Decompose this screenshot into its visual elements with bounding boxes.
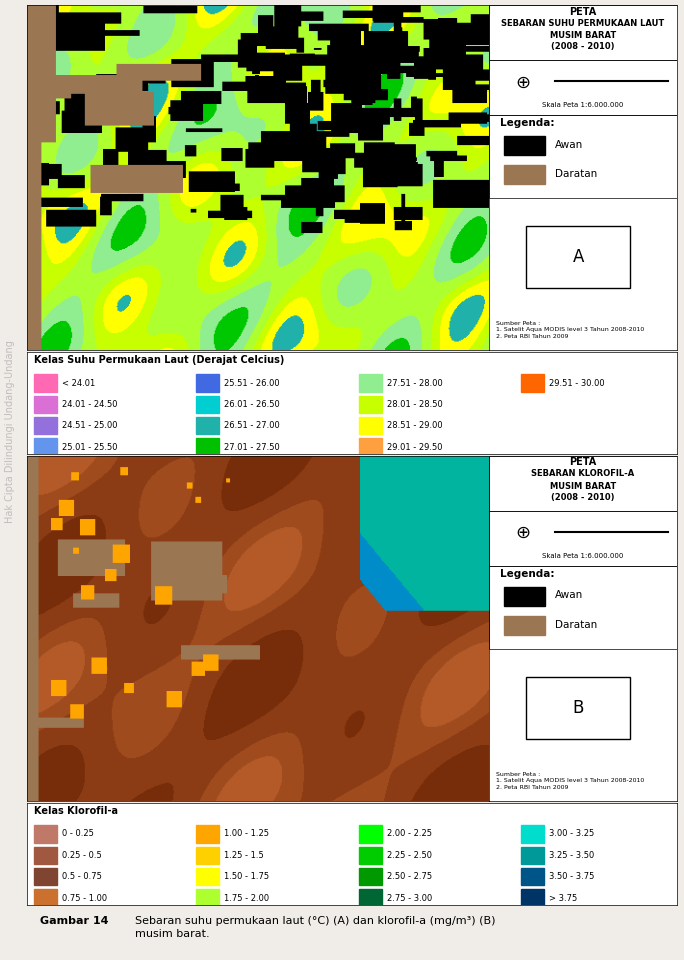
Text: Kelas Klorofil-a: Kelas Klorofil-a [34,805,118,816]
Bar [196,417,219,435]
Text: PETA: PETA [569,7,596,16]
Text: B: B [573,699,584,717]
Text: 24.51 - 25.00: 24.51 - 25.00 [62,421,117,430]
Text: 0.75 - 1.00: 0.75 - 1.00 [62,894,107,902]
Text: Awan: Awan [555,139,583,150]
Bar [358,374,382,392]
Bar [358,826,382,843]
Bar [34,396,57,413]
Text: ⊕: ⊕ [515,74,530,91]
Bar [521,847,544,864]
Text: PETA: PETA [569,457,596,468]
Text: 0.5 - 0.75: 0.5 - 0.75 [62,872,102,881]
Bar [504,616,545,636]
Bar [489,60,677,115]
Text: 29.51 - 30.00: 29.51 - 30.00 [549,378,605,388]
Text: Daratan: Daratan [555,620,597,630]
Text: 3.00 - 3.25: 3.00 - 3.25 [549,829,594,838]
Bar [34,868,57,885]
Text: SEBARAN SUHU PERMUKAAN LAUT: SEBARAN SUHU PERMUKAAN LAUT [501,18,665,28]
Text: Hak Cipta Dilindungi Undang-Undang: Hak Cipta Dilindungi Undang-Undang [5,341,15,523]
Text: MUSIM BARAT: MUSIM BARAT [550,482,616,491]
Text: Gambar 14: Gambar 14 [40,916,109,926]
Text: 1.75 - 2.00: 1.75 - 2.00 [224,894,269,902]
Bar [34,439,57,456]
Bar [196,889,219,906]
Bar [521,889,544,906]
Bar [358,396,382,413]
Text: 3.50 - 3.75: 3.50 - 3.75 [549,872,594,881]
Bar [521,826,544,843]
Bar [489,115,677,198]
Bar [527,226,630,288]
Text: 26.01 - 26.50: 26.01 - 26.50 [224,400,280,409]
Text: ⊕: ⊕ [515,524,530,542]
Text: Sumber Peta :
1. Satelit Aqua MODIS level 3 Tahun 2008-2010
2. Peta RBI Tahun 20: Sumber Peta : 1. Satelit Aqua MODIS leve… [497,321,644,339]
Text: 1.00 - 1.25: 1.00 - 1.25 [224,829,269,838]
Bar [34,847,57,864]
Bar [489,456,677,511]
Bar [34,826,57,843]
Bar [504,136,545,155]
Bar [489,511,677,566]
Bar [196,396,219,413]
Text: 26.51 - 27.00: 26.51 - 27.00 [224,421,280,430]
Bar [196,439,219,456]
Bar [34,374,57,392]
Text: 1.50 - 1.75: 1.50 - 1.75 [224,872,269,881]
Bar [504,587,545,606]
Text: 24.01 - 24.50: 24.01 - 24.50 [62,400,117,409]
Bar [358,889,382,906]
Bar [504,165,545,184]
Text: 3.25 - 3.50: 3.25 - 3.50 [549,851,594,860]
Bar [196,826,219,843]
Bar [196,374,219,392]
Bar [521,868,544,885]
Text: 28.01 - 28.50: 28.01 - 28.50 [386,400,443,409]
Text: > 3.75: > 3.75 [549,894,577,902]
Text: 25.01 - 25.50: 25.01 - 25.50 [62,443,117,451]
Bar [358,868,382,885]
Text: 28.51 - 29.00: 28.51 - 29.00 [386,421,443,430]
Text: 29.01 - 29.50: 29.01 - 29.50 [386,443,442,451]
Text: 0.25 - 0.5: 0.25 - 0.5 [62,851,101,860]
Text: 27.51 - 28.00: 27.51 - 28.00 [386,378,443,388]
Text: 2.50 - 2.75: 2.50 - 2.75 [386,872,432,881]
Text: MUSIM BARAT: MUSIM BARAT [550,31,616,39]
Text: A: A [573,248,584,266]
Bar [527,677,630,739]
Bar [34,417,57,435]
Bar [489,566,677,649]
Bar [358,439,382,456]
Text: 25.51 - 26.00: 25.51 - 26.00 [224,378,280,388]
Text: 2.75 - 3.00: 2.75 - 3.00 [386,894,432,902]
Text: Skala Peta 1:6.000.000: Skala Peta 1:6.000.000 [542,553,624,560]
Bar [358,847,382,864]
Text: Sebaran suhu permukaan laut (°C) (A) dan klorofil-a (mg/m³) (B)
musim barat.: Sebaran suhu permukaan laut (°C) (A) dan… [135,916,495,940]
Text: Awan: Awan [555,590,583,601]
Text: Skala Peta 1:6.000.000: Skala Peta 1:6.000.000 [542,103,624,108]
Bar [196,847,219,864]
Text: (2008 - 2010): (2008 - 2010) [551,41,615,51]
Text: Legenda:: Legenda: [500,569,555,579]
Bar [521,374,544,392]
Text: 0 - 0.25: 0 - 0.25 [62,829,94,838]
Text: 2.25 - 2.50: 2.25 - 2.50 [386,851,432,860]
Text: 1.25 - 1.5: 1.25 - 1.5 [224,851,264,860]
Text: Daratan: Daratan [555,169,597,179]
Text: Sumber Peta :
1. Satelit Aqua MODIS level 3 Tahun 2008-2010
2. Peta RBI Tahun 20: Sumber Peta : 1. Satelit Aqua MODIS leve… [497,772,644,790]
Text: (2008 - 2010): (2008 - 2010) [551,492,615,501]
Text: Legenda:: Legenda: [500,118,555,128]
Text: 2.00 - 2.25: 2.00 - 2.25 [386,829,432,838]
Bar [196,868,219,885]
Bar [34,889,57,906]
Text: SEBARAN KLOROFIL-A: SEBARAN KLOROFIL-A [531,469,635,478]
Text: 27.01 - 27.50: 27.01 - 27.50 [224,443,280,451]
Text: Kelas Suhu Permukaan Laut (Derajat Celcius): Kelas Suhu Permukaan Laut (Derajat Celci… [34,355,285,365]
Bar [358,417,382,435]
Bar [489,5,677,60]
Text: < 24.01: < 24.01 [62,378,95,388]
